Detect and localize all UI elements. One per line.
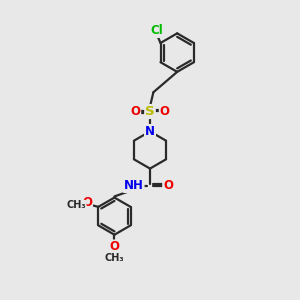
Text: Cl: Cl — [151, 24, 164, 37]
Text: NH: NH — [124, 179, 144, 192]
Text: O: O — [110, 240, 119, 254]
Text: O: O — [130, 105, 140, 118]
Text: CH₃: CH₃ — [67, 200, 86, 210]
Text: O: O — [82, 196, 92, 209]
Text: O: O — [160, 105, 170, 118]
Text: N: N — [145, 125, 155, 138]
Text: CH₃: CH₃ — [105, 253, 124, 263]
Text: N: N — [145, 125, 155, 138]
Text: O: O — [163, 179, 173, 192]
Text: S: S — [145, 105, 155, 118]
